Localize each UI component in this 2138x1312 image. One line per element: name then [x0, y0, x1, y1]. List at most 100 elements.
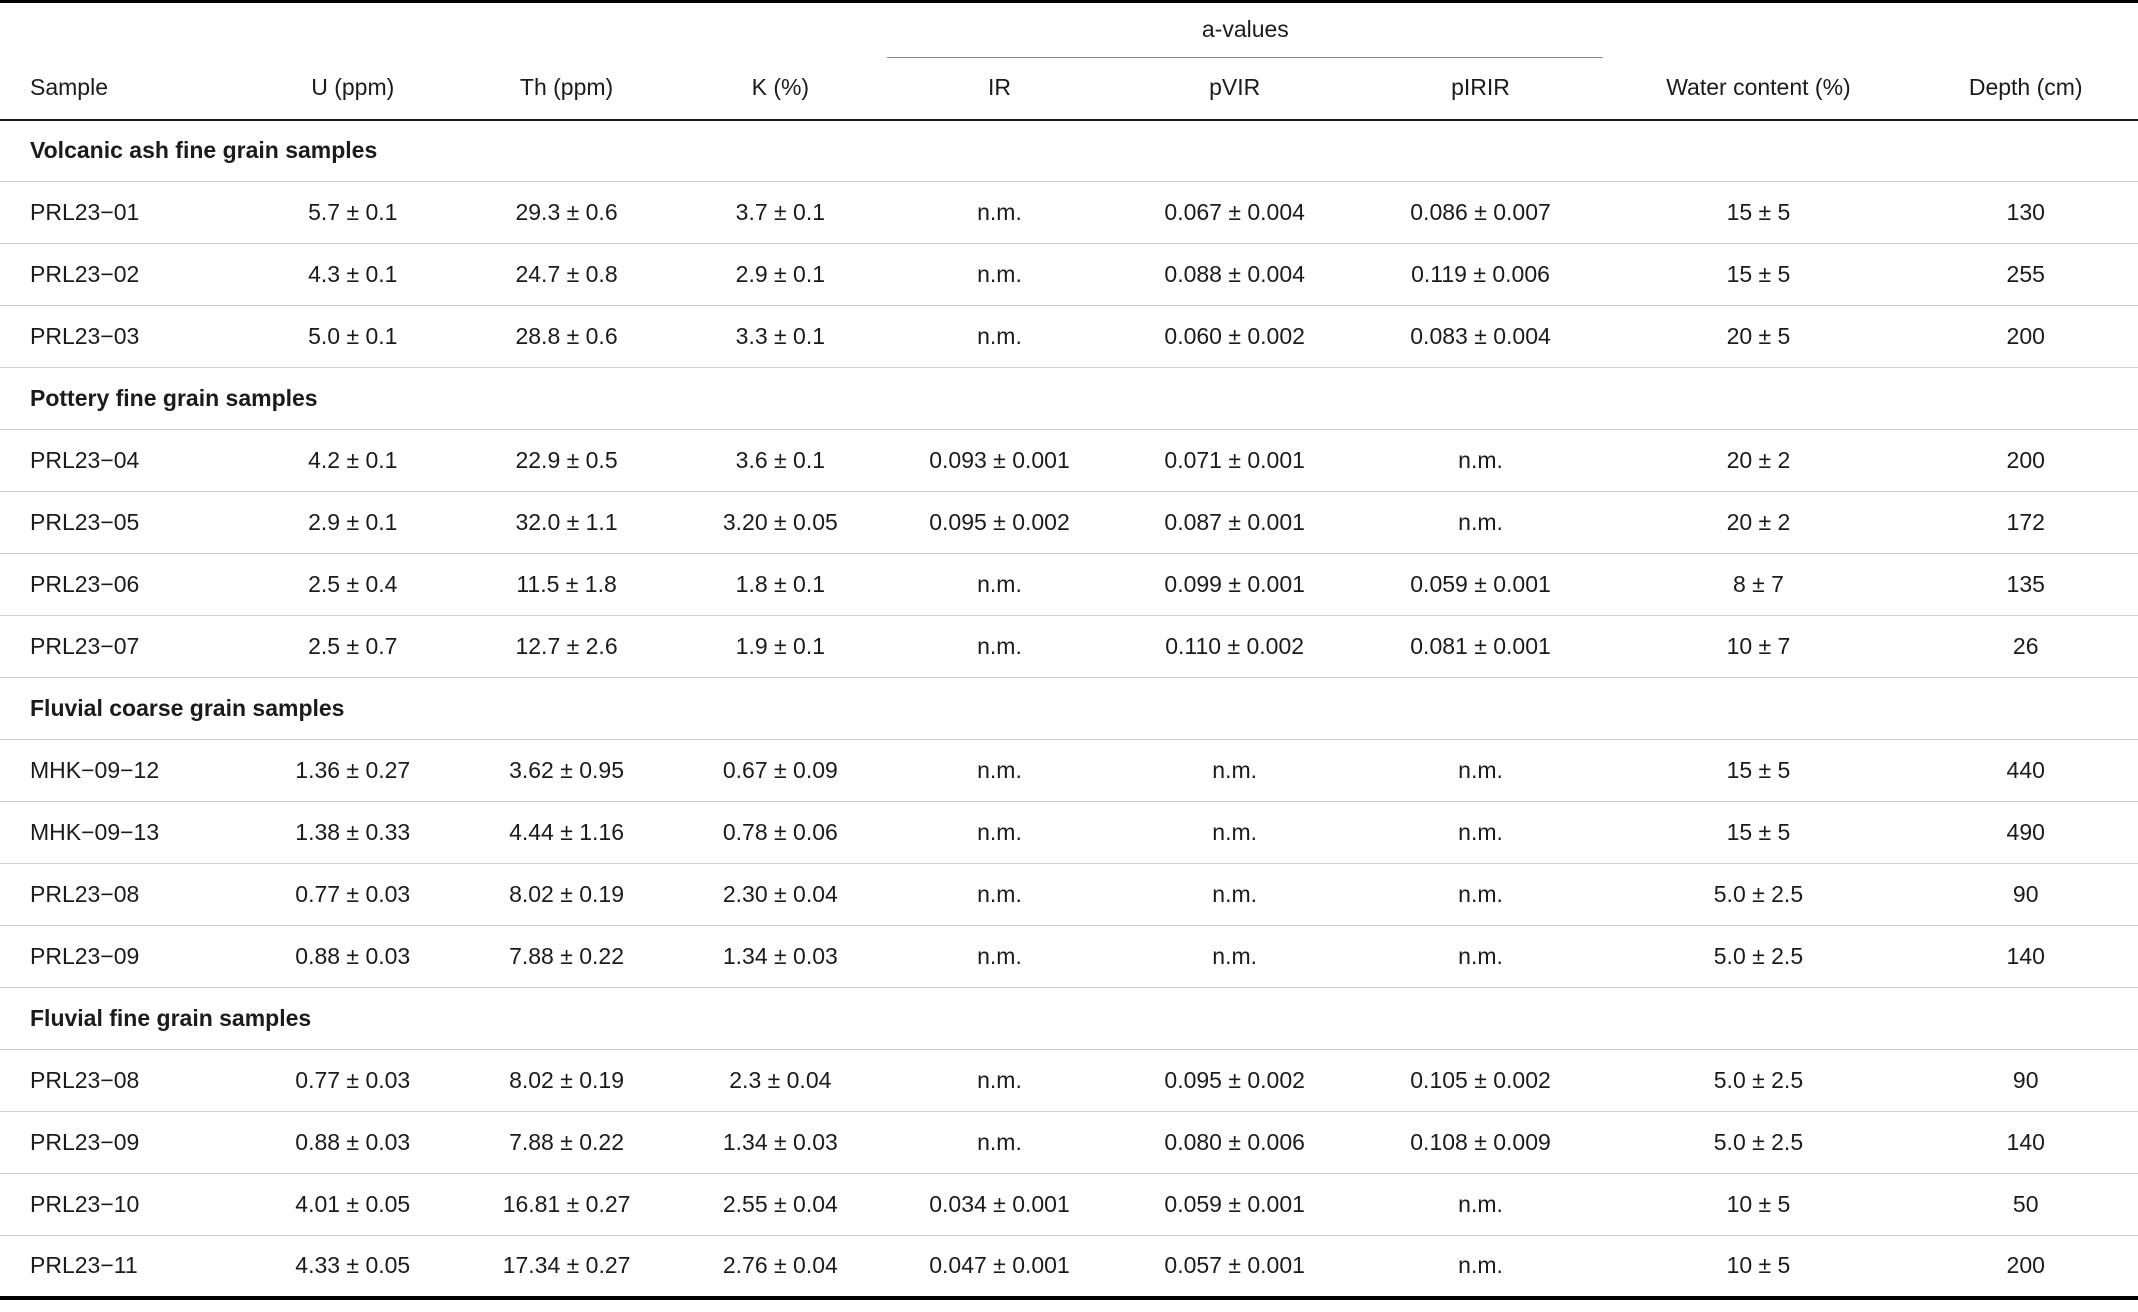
table-cell: 172	[1913, 491, 2138, 554]
sample-id-cell: PRL23−08	[0, 863, 246, 926]
table-cell: 28.8 ± 0.6	[459, 305, 674, 368]
table-cell: 15 ± 5	[1603, 739, 1914, 802]
table-cell: 0.095 ± 0.002	[1111, 1049, 1358, 1112]
table-cell: 0.88 ± 0.03	[245, 1111, 460, 1174]
column-header-ir: IR	[887, 57, 1112, 121]
table-cell: 20 ± 2	[1603, 491, 1914, 554]
table-cell: 0.105 ± 0.002	[1357, 1049, 1604, 1112]
table-cell: 20 ± 2	[1603, 429, 1914, 492]
table-cell: 0.099 ± 0.001	[1111, 553, 1358, 616]
table-row: PRL23−02 4.3 ± 0.1 24.7 ± 0.8 2.9 ± 0.1 n.m.…	[0, 243, 2138, 306]
table-cell: n.m.	[887, 863, 1112, 926]
table-cell: n.m.	[1357, 925, 1604, 988]
table-row: PRL23−11 4.33 ± 0.05 17.34 ± 0.27 2.76 ± 0.…	[0, 1235, 2138, 1298]
table-cell: 0.093 ± 0.001	[887, 429, 1112, 492]
table-cell: 440	[1913, 739, 2138, 802]
table-cell: 90	[1913, 1049, 2138, 1112]
table-cell: 1.8 ± 0.1	[673, 553, 888, 616]
section-header-row: Pottery fine grain samples	[0, 367, 2138, 430]
sample-id-cell: PRL23−05	[0, 491, 246, 554]
table-cell: 0.057 ± 0.001	[1111, 1235, 1358, 1298]
table-cell: n.m.	[1357, 739, 1604, 802]
sample-id-cell: MHK−09−13	[0, 801, 246, 864]
table-cell: n.m.	[887, 739, 1112, 802]
table-body: Volcanic ash fine grain samples PRL23−01 5…	[0, 119, 2138, 1298]
table-cell: 2.5 ± 0.7	[245, 615, 460, 678]
table-cell: n.m.	[887, 925, 1112, 988]
table-cell: 12.7 ± 2.6	[459, 615, 674, 678]
table-cell: n.m.	[1357, 801, 1604, 864]
table-cell: 17.34 ± 0.27	[459, 1235, 674, 1298]
table-cell: n.m.	[887, 801, 1112, 864]
table-row: PRL23−08 0.77 ± 0.03 8.02 ± 0.19 2.30 ± 0.0…	[0, 863, 2138, 926]
table-cell: 0.095 ± 0.002	[887, 491, 1112, 554]
table-row: PRL23−09 0.88 ± 0.03 7.88 ± 0.22 1.34 ± 0.0…	[0, 925, 2138, 988]
sample-id-cell: PRL23−11	[0, 1235, 246, 1298]
table-cell: n.m.	[887, 1049, 1112, 1112]
table-cell: n.m.	[1111, 863, 1358, 926]
table-cell: n.m.	[887, 553, 1112, 616]
section-header-row: Fluvial fine grain samples	[0, 987, 2138, 1050]
table-cell: 5.0 ± 0.1	[245, 305, 460, 368]
table-cell: n.m.	[1111, 739, 1358, 802]
table-cell: 4.2 ± 0.1	[245, 429, 460, 492]
sample-id-cell: PRL23−02	[0, 243, 246, 306]
table-row: PRL23−08 0.77 ± 0.03 8.02 ± 0.19 2.3 ± 0.04…	[0, 1049, 2138, 1112]
table-cell: 1.38 ± 0.33	[245, 801, 460, 864]
table-cell: n.m.	[1357, 1235, 1604, 1298]
table-cell: 7.88 ± 0.22	[459, 925, 674, 988]
table-cell: 0.119 ± 0.006	[1357, 243, 1604, 306]
table-cell: 1.9 ± 0.1	[673, 615, 888, 678]
column-header-u-ppm: U (ppm)	[245, 57, 460, 121]
table-cell: 3.7 ± 0.1	[673, 181, 888, 244]
table-cell: 8.02 ± 0.19	[459, 1049, 674, 1112]
spanner-spacer-left	[0, 2, 887, 58]
table-cell: 1.34 ± 0.03	[673, 1111, 888, 1174]
column-header-th-ppm: Th (ppm)	[459, 57, 674, 121]
table-cell: 3.20 ± 0.05	[673, 491, 888, 554]
table-cell: 0.77 ± 0.03	[245, 863, 460, 926]
table-cell: n.m.	[1357, 863, 1604, 926]
table-cell: 0.067 ± 0.004	[1111, 181, 1358, 244]
table-cell: 2.9 ± 0.1	[673, 243, 888, 306]
table-row: PRL23−04 4.2 ± 0.1 22.9 ± 0.5 3.6 ± 0.1 0.09…	[0, 429, 2138, 492]
table-cell: n.m.	[1111, 801, 1358, 864]
table-cell: 255	[1913, 243, 2138, 306]
table-cell: 0.67 ± 0.09	[673, 739, 888, 802]
table-cell: n.m.	[887, 615, 1112, 678]
table-cell: n.m.	[1111, 925, 1358, 988]
table-cell: 2.3 ± 0.04	[673, 1049, 888, 1112]
table-cell: 200	[1913, 305, 2138, 368]
table-cell: 200	[1913, 429, 2138, 492]
table-cell: 0.081 ± 0.001	[1357, 615, 1604, 678]
table-cell: 3.3 ± 0.1	[673, 305, 888, 368]
table-cell: 0.78 ± 0.06	[673, 801, 888, 864]
table-cell: 0.080 ± 0.006	[1111, 1111, 1358, 1174]
spanner-header-row: a-values	[0, 1, 2138, 58]
table-cell: 0.059 ± 0.001	[1111, 1173, 1358, 1236]
table-cell: n.m.	[1357, 1173, 1604, 1236]
sample-id-cell: PRL23−08	[0, 1049, 246, 1112]
table-cell: n.m.	[887, 305, 1112, 368]
section-header-row: Volcanic ash fine grain samples	[0, 119, 2138, 182]
table-cell: 10 ± 5	[1603, 1235, 1914, 1298]
column-header-pirir: pIRIR	[1357, 57, 1604, 121]
table-head: a-values Sample U (ppm) Th (ppm) K (%) I…	[0, 1, 2138, 121]
sample-id-cell: PRL23−01	[0, 181, 246, 244]
table-row: PRL23−09 0.88 ± 0.03 7.88 ± 0.22 1.34 ± 0.0…	[0, 1111, 2138, 1174]
table-cell: 4.44 ± 1.16	[459, 801, 674, 864]
table-cell: 3.6 ± 0.1	[673, 429, 888, 492]
table-cell: 0.108 ± 0.009	[1357, 1111, 1604, 1174]
table-cell: 0.77 ± 0.03	[245, 1049, 460, 1112]
table-row: PRL23−06 2.5 ± 0.4 11.5 ± 1.8 1.8 ± 0.1 n.m.…	[0, 553, 2138, 616]
table-cell: 5.0 ± 2.5	[1603, 1111, 1914, 1174]
table-cell: n.m.	[1357, 491, 1604, 554]
table-cell: 32.0 ± 1.1	[459, 491, 674, 554]
table-cell: 4.3 ± 0.1	[245, 243, 460, 306]
table-cell: 16.81 ± 0.27	[459, 1173, 674, 1236]
sample-id-cell: PRL23−04	[0, 429, 246, 492]
sample-id-cell: PRL23−07	[0, 615, 246, 678]
table-cell: 3.62 ± 0.95	[459, 739, 674, 802]
